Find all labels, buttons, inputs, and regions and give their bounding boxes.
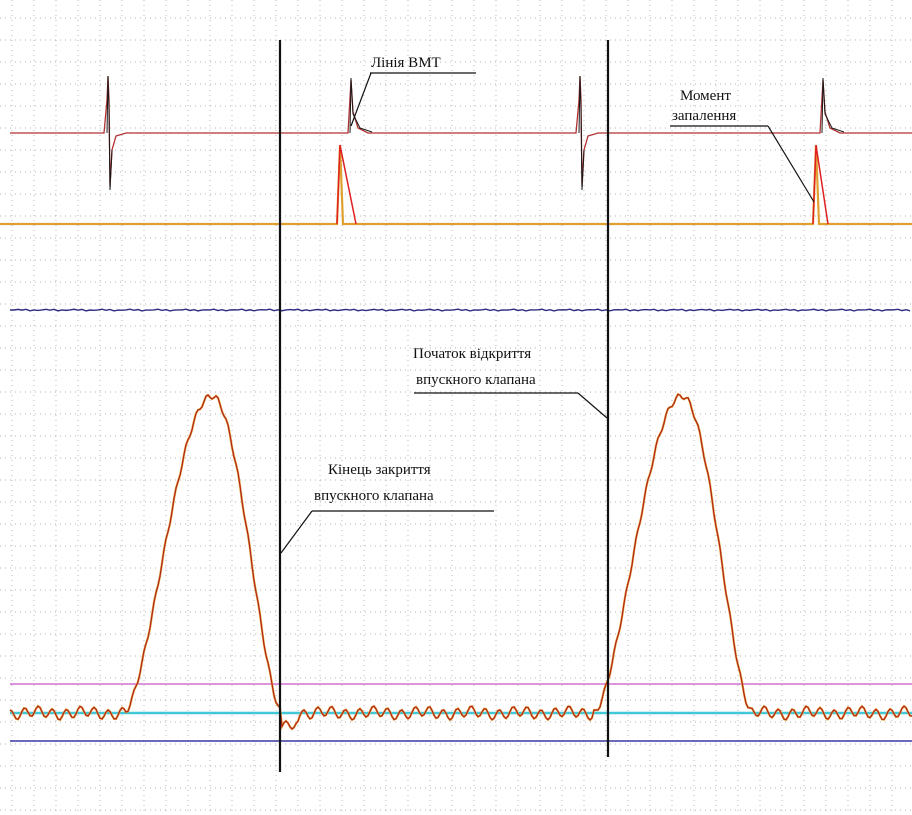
flat-channel-trace (9, 308, 911, 312)
ignition-label-line2: запалення (672, 108, 736, 124)
annotations: Лінія ВМТ Момент запалення Початок відкр… (280, 55, 815, 554)
traces (0, 75, 912, 742)
ignition-secondary-spikes (106, 75, 845, 191)
intake-open-label-line2: впускного клапана (416, 372, 536, 388)
intake-close-leader-line (280, 510, 313, 554)
markers (278, 40, 610, 772)
tdc-line-label: Лінія ВМТ (371, 55, 441, 71)
intake-open-label-line1: Початок відкриття (413, 346, 531, 362)
intake-close-label-line2: впускного клапана (314, 488, 434, 504)
tdc-leader-line (350, 72, 372, 127)
ignition-pulse-spikes (336, 144, 829, 225)
intake-pressure-trace (9, 393, 912, 730)
intake-close-label-line1: Кінець закриття (328, 462, 431, 478)
ignition-leader-line (767, 125, 815, 203)
intake-open-leader-line (577, 392, 608, 419)
ignition-label-line1: Момент (680, 88, 731, 104)
